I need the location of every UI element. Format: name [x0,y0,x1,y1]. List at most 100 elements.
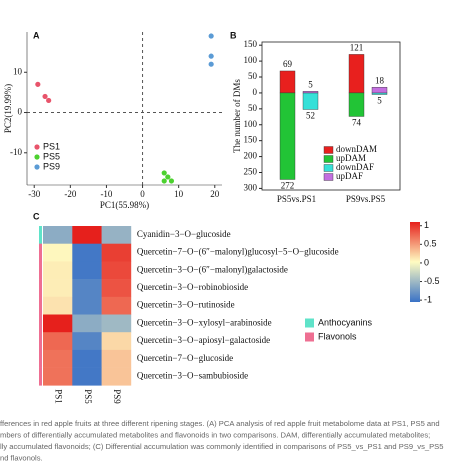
x-tick-label: PS5vs.PS1 [277,194,316,204]
heat-cell [72,332,102,351]
row-label: Quercetin−7−O−glucoside [137,353,233,363]
heat-cell [43,314,73,333]
heat-cell [43,332,73,351]
legend-marker [34,164,40,170]
row-label: Quercetin−7−O−(6″−malonyl)glucosyl−5−O−g… [137,247,339,257]
bar [348,92,365,117]
heat-cell [101,261,132,280]
legend-swatch [323,146,334,154]
heat-cell [101,226,132,244]
legend-marker [34,144,40,150]
row-label: Quercetin−3−O−rutinoside [137,300,235,310]
legend-marker [34,154,40,160]
y-axis-label: PC2(19.99%) [3,84,13,133]
y-tick-label: 150 [244,135,258,145]
y-axis-label: The number of DMs [232,79,242,153]
heat-cell [72,367,102,386]
bar [371,92,388,95]
colorbar-tick-label: 0 [424,257,429,267]
heat-cell [101,332,132,351]
value-label: 5 [377,96,382,106]
legend-label: PS9 [43,161,60,171]
legend-swatch [323,173,334,181]
x-tick-label: 0 [140,189,145,199]
heat-cell [72,261,102,280]
heat-cell [72,243,102,262]
heat-cell [101,243,132,262]
point [208,53,214,59]
heat-cell [101,349,132,368]
heat-cell [101,279,132,298]
heat-cell [43,261,73,280]
group-bar [39,349,42,368]
group-bar [39,367,42,386]
y-tick-label: 100 [244,119,258,129]
point [42,93,48,100]
y-tick-label: 250 [244,167,258,177]
colorbar-tick-label: 1 [424,220,429,230]
bar [348,54,365,94]
heat-cell [101,314,132,333]
bar [371,86,388,94]
group-bar [39,279,42,298]
row-label: Quercetin−3−O−xylosyl−arabinoside [137,317,272,327]
group-legend-label: Flavonols [318,331,357,341]
panel-label: B [230,30,237,40]
x-tick-label: -30 [28,189,40,199]
colorbar-tick-label: 0.5 [424,239,437,249]
group-bar [39,243,42,262]
bar [279,70,296,94]
heat-cell [101,367,132,386]
legend-swatch [323,164,334,172]
x-tick-label: 10 [174,189,184,199]
caption-line: nd flavonols. [0,454,43,463]
legend-label: PS5 [43,151,60,161]
x-tick-label: -20 [64,189,76,199]
y-tick-label: 50 [248,71,258,81]
group-bar [39,261,42,280]
value-label: 18 [375,75,385,85]
panel-label: C [33,211,40,221]
value-label: 5 [308,79,313,89]
x-axis-label: PC1(55.98%) [100,200,149,210]
group-bar [39,314,42,333]
value-label: 272 [281,181,295,191]
value-label: 121 [350,42,364,52]
x-tick-label: -10 [100,189,112,199]
point [161,178,167,184]
heat-cell [72,279,102,298]
y-tick-label: 10 [13,66,23,76]
y-tick-label: -10 [10,147,22,157]
group-bar [39,332,42,351]
panel-label: A [33,30,40,40]
y-tick-label: 0 [18,107,23,117]
heat-cell [72,314,102,333]
y-tick-label: 50 [248,103,258,113]
heat-cell [72,226,102,244]
y-tick-label: 300 [244,182,258,192]
legend-label: PS1 [43,141,60,151]
value-label: 74 [352,118,362,128]
colorbar-tick-label: -0.5 [424,276,440,286]
heat-cell [43,226,73,244]
row-label: Quercetin−3−O−(6″−malonyl)galactoside [137,264,288,274]
column-label: PS1 [54,389,64,404]
heat-cell [43,279,73,298]
caption-line: mbers of differentially accumulated meta… [0,431,430,440]
column-label: PS9 [112,389,122,404]
group-bar [39,296,42,315]
legend-swatch [323,155,334,163]
group-legend-swatch [305,318,314,328]
heat-cell [43,243,73,262]
legend-label: downDAM [336,144,377,154]
colorbar-tick-label: -1 [424,295,432,305]
heat-cell [72,349,102,368]
row-label: Quercetin−3−O−robinobioside [137,282,248,292]
point [168,178,175,184]
group-bar [39,226,42,244]
row-label: Quercetin−3−O−apiosyl−galactoside [137,335,270,345]
point [208,33,214,39]
row-label: Cyanidin−3−O−glucoside [137,229,231,239]
caption-line: fferences in red apple fruits at three d… [0,419,440,428]
